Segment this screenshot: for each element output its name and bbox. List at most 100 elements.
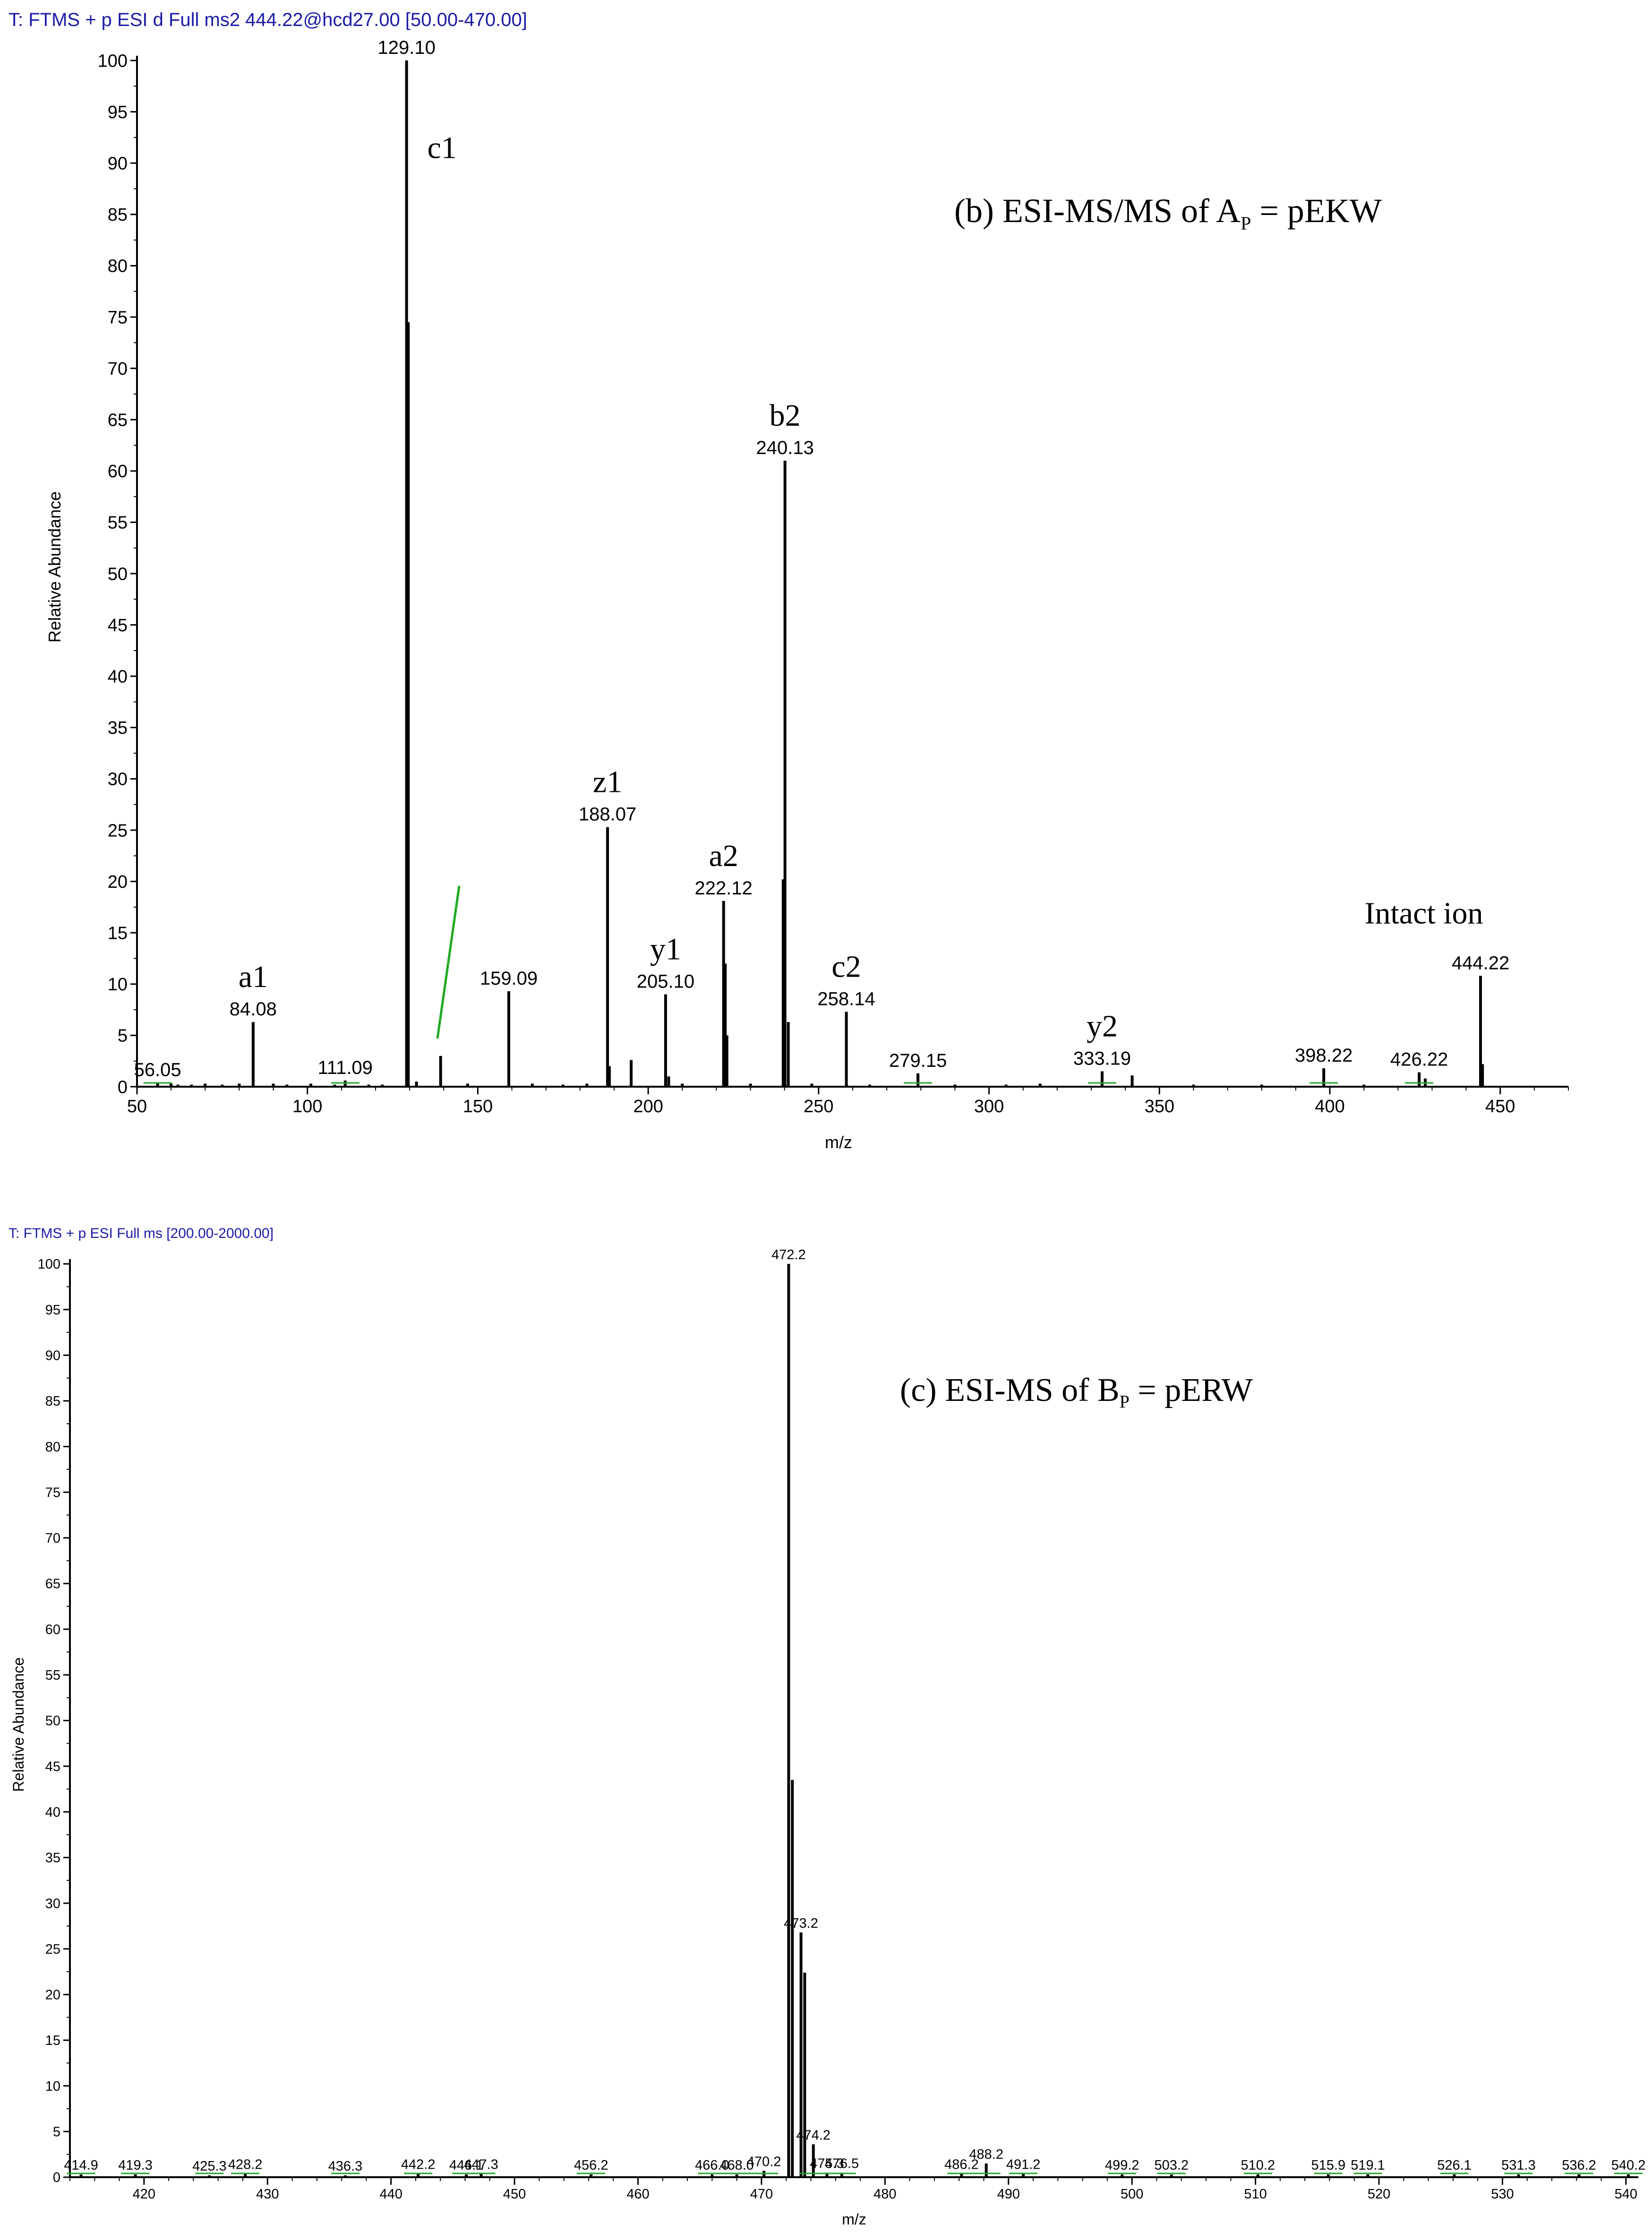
b-y-tick-label: 65 bbox=[108, 411, 128, 430]
c-peak-label: 425.3 bbox=[192, 2159, 227, 2174]
b-peak bbox=[916, 1073, 920, 1087]
c-peak bbox=[1256, 2174, 1259, 2177]
panel-c-xlabel: m/z bbox=[842, 2211, 866, 2228]
c-peak bbox=[984, 2163, 988, 2177]
c-peak bbox=[1121, 2174, 1124, 2177]
panel-b-annotation-main: (b) ESI-MS/MS of A bbox=[954, 192, 1241, 230]
b-peak bbox=[507, 991, 511, 1087]
c-y-tick-label: 100 bbox=[38, 1257, 60, 1272]
b-y-tick-label: 55 bbox=[108, 513, 128, 533]
b-ion-label: a1 bbox=[239, 960, 268, 994]
c-x-tick-label: 490 bbox=[997, 2187, 1020, 2202]
c-peak-label: 515.9 bbox=[1311, 2158, 1346, 2173]
b-ion-label: a2 bbox=[709, 839, 738, 873]
c-peak bbox=[960, 2173, 963, 2177]
c-y-tick-label: 85 bbox=[45, 1394, 60, 1409]
b-x-tick-label: 150 bbox=[463, 1097, 493, 1116]
b-peak-label: 258.14 bbox=[817, 988, 875, 1009]
b-peak bbox=[1101, 1071, 1104, 1087]
b-peak bbox=[561, 1084, 565, 1087]
c-peak bbox=[735, 2174, 738, 2177]
c-y-tick-label: 5 bbox=[53, 2125, 60, 2140]
b-peak bbox=[466, 1083, 469, 1087]
panel-b-peaks bbox=[156, 60, 1484, 1087]
b-peak-label: 56.05 bbox=[134, 1059, 181, 1080]
b-x-tick-label: 400 bbox=[1315, 1097, 1344, 1116]
panel-b-annotation-sub: P bbox=[1241, 213, 1251, 234]
panel-c-ylabel: Relative Abundance bbox=[10, 1657, 27, 1792]
b-y-tick-label: 100 bbox=[98, 51, 128, 71]
c-peak bbox=[479, 2173, 483, 2177]
c-y-tick-label: 25 bbox=[45, 1942, 60, 1957]
b-x-tick-label: 250 bbox=[804, 1097, 833, 1116]
b-y-tick-label: 10 bbox=[108, 975, 128, 995]
panel-b-ylabel: Relative Abundance bbox=[45, 491, 64, 643]
c-peak-label: 436.3 bbox=[328, 2159, 363, 2174]
b-peak bbox=[272, 1083, 275, 1087]
b-peak bbox=[415, 1082, 418, 1087]
panel-c-x-axis: 420 430 440 450 460 470 480 490 500 510 520 530 540 bbox=[69, 2176, 1638, 2202]
b-peak bbox=[170, 1083, 173, 1087]
b-y-tick-label: 80 bbox=[108, 257, 128, 276]
c-y-tick-label: 35 bbox=[45, 1851, 60, 1866]
b-peak bbox=[722, 901, 725, 1087]
c-peak bbox=[79, 2174, 83, 2177]
panel-c-annotation-tail: = pERW bbox=[1130, 1372, 1253, 1408]
c-peak-label: 474.2 bbox=[796, 2128, 830, 2143]
b-peak bbox=[783, 461, 787, 1087]
b-peak bbox=[1479, 976, 1482, 1087]
b-y-tick-label: 25 bbox=[108, 821, 128, 841]
c-y-tick-label: 40 bbox=[45, 1805, 60, 1820]
c-peak bbox=[1577, 2174, 1581, 2177]
b-peak bbox=[810, 1083, 813, 1087]
c-x-tick-label: 470 bbox=[750, 2187, 773, 2202]
c-x-tick-label: 540 bbox=[1615, 2187, 1637, 2202]
c-peak bbox=[710, 2174, 714, 2177]
b-peak-label: 444.22 bbox=[1452, 953, 1509, 973]
c-peak bbox=[787, 1264, 790, 2177]
c-peak-label: 510.2 bbox=[1241, 2158, 1275, 2173]
c-y-tick-label: 80 bbox=[45, 1440, 60, 1455]
c-peak-label: 472.2 bbox=[771, 1247, 806, 1262]
b-y-tick-label: 70 bbox=[108, 359, 128, 379]
c-peak bbox=[590, 2174, 593, 2177]
panel-b-ion-labels: a1 c1 z1 y1 a2 b2 c2 y2 Intact ion bbox=[239, 130, 1483, 1043]
b-peak-label: 188.07 bbox=[579, 804, 636, 824]
c-y-tick-label: 90 bbox=[45, 1348, 60, 1363]
c-peak-label: 447.3 bbox=[464, 2157, 498, 2172]
c-peak bbox=[134, 2174, 137, 2177]
c-y-tick-label: 45 bbox=[45, 1759, 60, 1774]
c-peak bbox=[417, 2173, 420, 2177]
b-y-tick-label: 75 bbox=[108, 308, 128, 327]
b-ion-label: z1 bbox=[593, 764, 622, 799]
c-x-tick-label: 510 bbox=[1244, 2187, 1267, 2202]
b-peak-label: 205.10 bbox=[637, 971, 694, 992]
c-peak-label: 466.0 bbox=[695, 2158, 729, 2173]
c-x-tick-label: 520 bbox=[1368, 2187, 1390, 2202]
b-ion-label: b2 bbox=[770, 398, 801, 433]
b-peak bbox=[1130, 1075, 1134, 1087]
b-peak bbox=[1260, 1084, 1263, 1087]
b-x-tick-label: 50 bbox=[127, 1097, 147, 1116]
b-y-tick-label: 30 bbox=[108, 770, 128, 790]
panel-b-header: T: FTMS + p ESI d Full ms2 444.22@hcd27.… bbox=[9, 9, 527, 30]
c-peak-label: 526.1 bbox=[1437, 2158, 1472, 2173]
c-x-tick-label: 440 bbox=[379, 2187, 402, 2202]
c-y-tick-label: 55 bbox=[45, 1668, 60, 1683]
panel-b-y-axis: 0 5 10 15 20 25 30 35 40 45 50 55 60 65 70 75 80 85 90 95 10… bbox=[98, 51, 138, 1097]
c-peak-label: 468.0 bbox=[719, 2158, 754, 2173]
panel-b-annotation: (b) ESI-MS/MS of AP = pEKW bbox=[954, 192, 1382, 234]
b-peak bbox=[724, 963, 727, 1087]
b-peak-label: 222.12 bbox=[695, 878, 753, 899]
panel-c-chart: T: FTMS + p ESI Full ms [200.00-2000.00]… bbox=[9, 1226, 1645, 2228]
c-peak-label: 419.3 bbox=[118, 2158, 153, 2173]
b-x-tick-label: 200 bbox=[633, 1097, 663, 1116]
b-peak bbox=[608, 1066, 611, 1087]
b-y-tick-label: 0 bbox=[118, 1077, 128, 1097]
panel-c-annotation-sub: P bbox=[1120, 1392, 1130, 1412]
b-ion-label: y1 bbox=[650, 932, 681, 967]
b-y-tick-label: 15 bbox=[108, 924, 128, 944]
panel-b-xlabel: m/z bbox=[825, 1133, 852, 1152]
c-peak-label: 491.2 bbox=[1006, 2157, 1041, 2172]
c-peak bbox=[803, 1973, 806, 2177]
